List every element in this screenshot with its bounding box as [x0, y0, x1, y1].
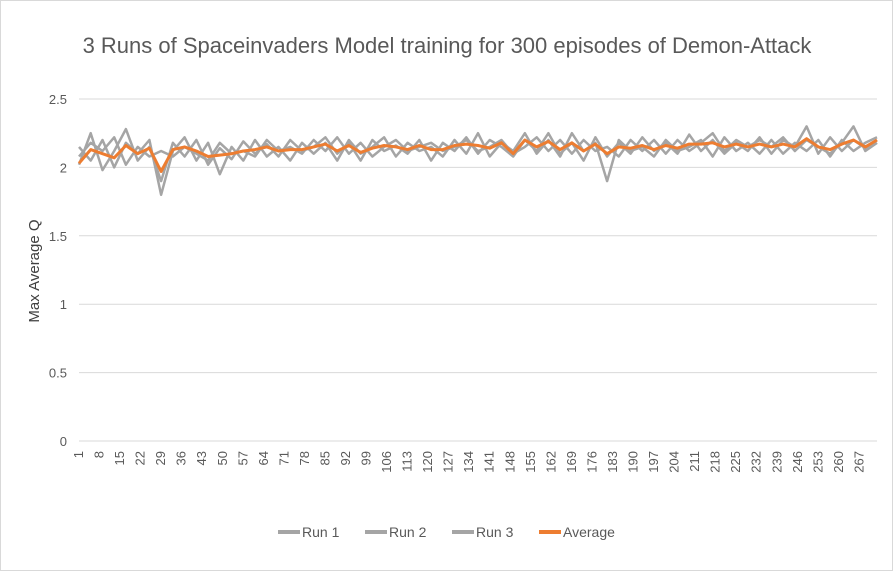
- legend-label: Average: [563, 524, 615, 540]
- x-tick-label: 22: [133, 451, 148, 465]
- y-tick-label: 0: [60, 434, 67, 449]
- x-tick-label: 239: [769, 451, 784, 473]
- x-tick-label: 218: [708, 451, 723, 473]
- x-tick-label: 29: [153, 451, 168, 465]
- series-line-4: [77, 137, 878, 173]
- y-tick-label: 2.5: [49, 92, 67, 107]
- x-tick-label: 246: [790, 451, 805, 473]
- series-lines: [77, 125, 878, 197]
- x-tick-label: 253: [810, 451, 825, 473]
- x-tick-label: 36: [174, 451, 189, 465]
- x-tick-label: 148: [502, 451, 517, 473]
- x-tick-label: 15: [112, 451, 127, 465]
- x-tick-label: 225: [728, 451, 743, 473]
- x-tick-label: 57: [235, 451, 250, 465]
- x-tick-label: 183: [605, 451, 620, 473]
- x-tick-label: 211: [687, 451, 702, 472]
- y-tick-label: 1.5: [49, 229, 67, 244]
- x-tick-label: 1: [71, 451, 86, 458]
- x-tick-label: 120: [420, 451, 435, 473]
- x-tick-label: 43: [194, 451, 209, 465]
- y-axis-label: Max Average Q: [26, 219, 43, 322]
- x-tick-label: 162: [543, 451, 558, 473]
- x-tick-label: 85: [317, 451, 332, 465]
- series-line-1: [77, 125, 878, 183]
- x-tick-label: 155: [523, 451, 538, 473]
- y-tick-label: 1: [60, 297, 67, 312]
- x-tick-label: 99: [359, 451, 374, 465]
- gridlines: [79, 98, 877, 442]
- x-tick-label: 176: [584, 451, 599, 473]
- x-tick-label: 204: [667, 451, 682, 473]
- x-tick-label: 127: [441, 451, 456, 473]
- x-tick-label: 134: [461, 451, 476, 473]
- x-tick-label: 232: [749, 451, 764, 473]
- x-tick-label: 64: [256, 451, 271, 465]
- x-tick-label: 267: [851, 451, 866, 473]
- legend-label: Run 2: [389, 524, 427, 540]
- legend: Run 1 Run 2 Run 3 Average: [278, 524, 615, 540]
- x-tick-label: 190: [625, 451, 640, 473]
- x-tick-labels: 1 8 15 22 29 36 43 50 57 64 71 78 85 92 99 106 113 120 127…: [71, 451, 866, 473]
- y-tick-label: 2: [60, 160, 67, 175]
- x-tick-label: 197: [646, 451, 661, 473]
- x-tick-label: 260: [831, 451, 846, 473]
- x-tick-label: 113: [400, 451, 415, 472]
- x-tick-label: 141: [482, 451, 497, 473]
- x-tick-label: 169: [564, 451, 579, 473]
- x-tick-label: 71: [276, 451, 291, 465]
- x-tick-label: 50: [215, 451, 230, 465]
- x-tick-label: 78: [297, 451, 312, 465]
- x-tick-label: 106: [379, 451, 394, 473]
- y-tick-labels: 0 0.5 1 1.5 2 2.5: [49, 92, 67, 449]
- legend-label: Run 3: [476, 524, 514, 540]
- x-tick-label: 92: [338, 451, 353, 465]
- legend-label: Run 1: [302, 524, 340, 540]
- x-tick-label: 8: [92, 451, 107, 458]
- y-tick-label: 0.5: [49, 366, 67, 381]
- chart-title: 3 Runs of Spaceinvaders Model training f…: [83, 33, 813, 58]
